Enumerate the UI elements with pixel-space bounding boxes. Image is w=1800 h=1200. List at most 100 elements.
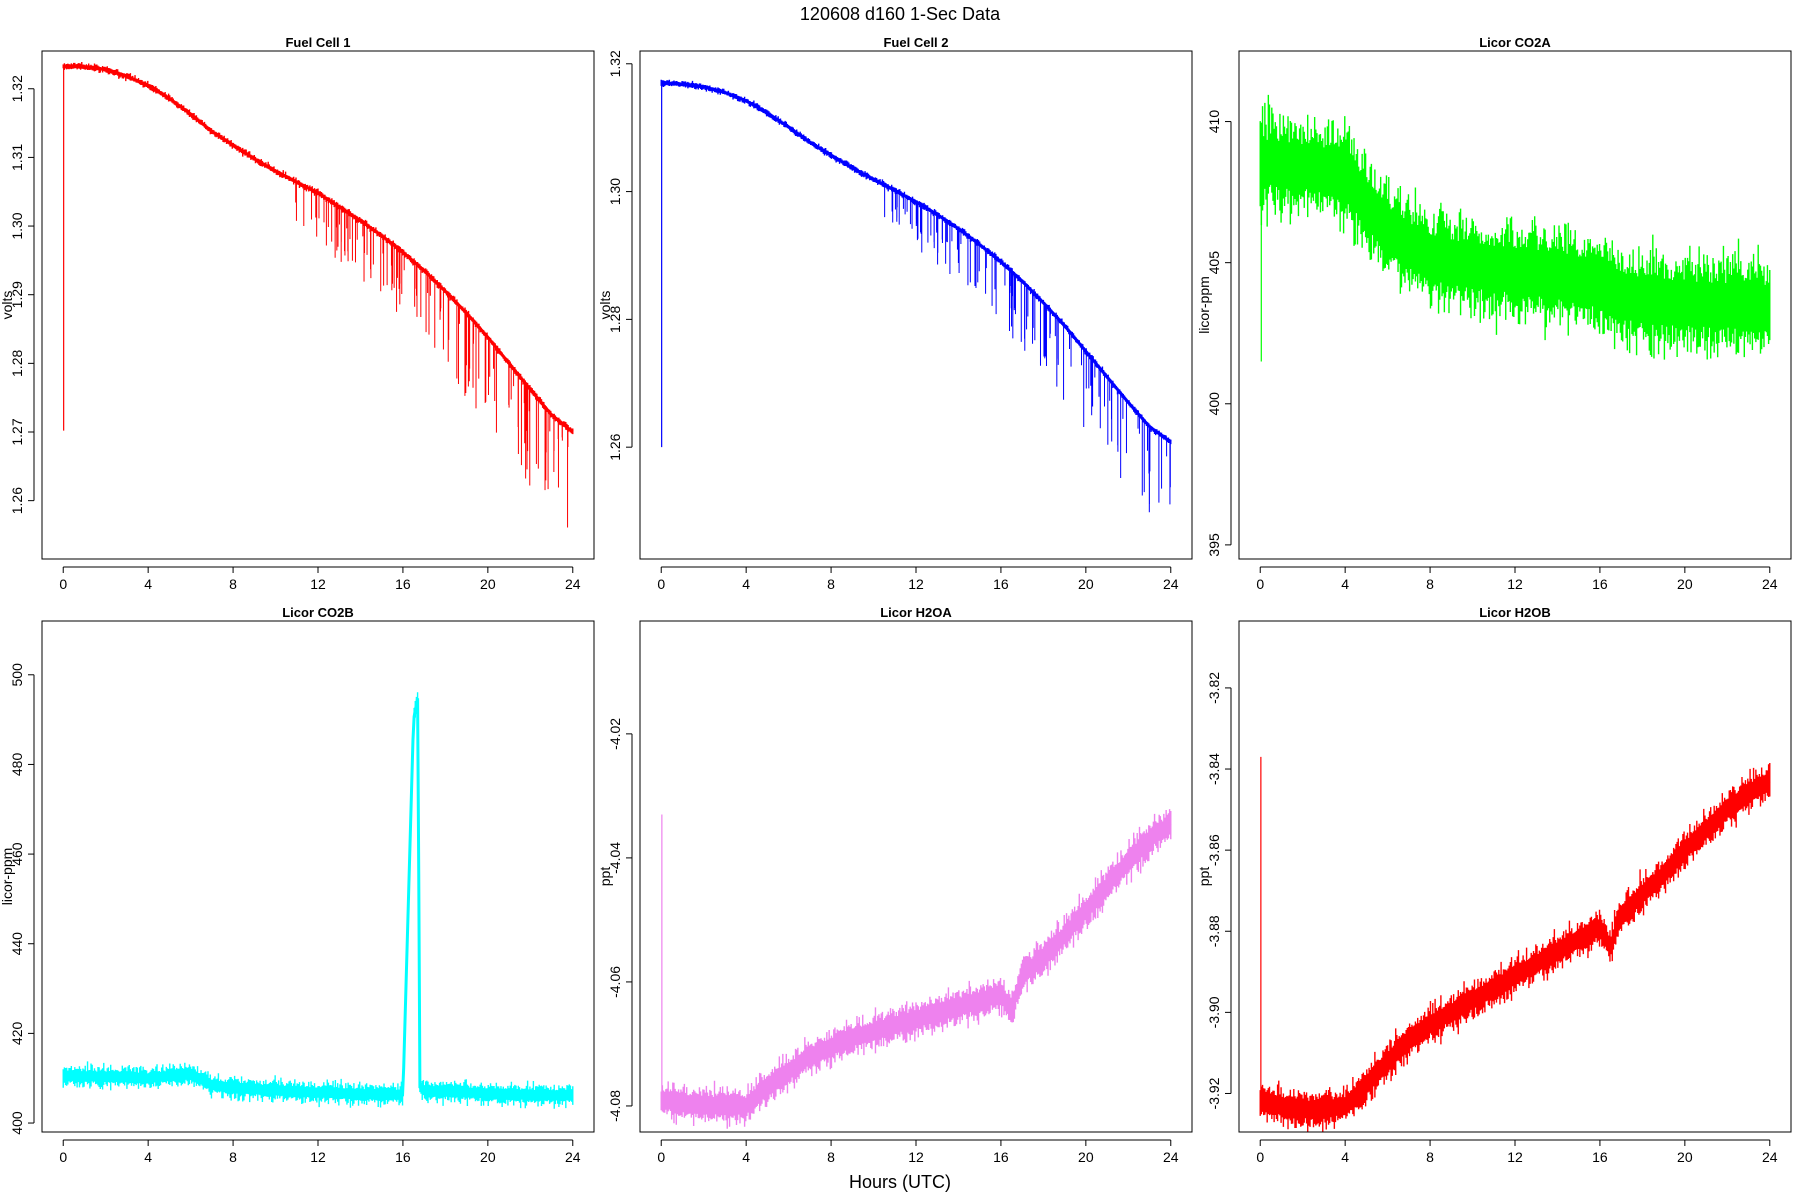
y-tick-label: -4.04 — [607, 842, 623, 874]
y-tick-label: -3.92 — [1206, 1077, 1222, 1109]
data-series-trend — [1259, 779, 1771, 1112]
y-tick-label: -4.02 — [607, 718, 623, 750]
data-series-group — [660, 809, 1172, 1129]
data-series-group — [660, 79, 1172, 513]
chart-panel: Licor CO2B 0 4 8 12 16 20 24 400 420 440 460 480 500 l… — [0, 605, 595, 1165]
y-tick-label: 400 — [1206, 392, 1222, 416]
x-tick-label: 8 — [1426, 1149, 1434, 1165]
y-tick-label: 1.28 — [9, 350, 25, 377]
y-tick-label: 1.30 — [9, 212, 25, 239]
y-tick-label: 405 — [1206, 251, 1222, 275]
x-tick-label: 12 — [908, 576, 924, 592]
x-tick-label: 12 — [310, 576, 326, 592]
x-tick-label: 0 — [657, 1149, 665, 1165]
x-tick-label: 0 — [1256, 1149, 1264, 1165]
data-series-trend — [1260, 159, 1770, 310]
x-tick-label: 16 — [395, 1149, 411, 1165]
y-tick-label: -3.82 — [1206, 672, 1222, 704]
data-series-line — [1259, 94, 1771, 360]
chart-panel: Licor CO2A 0 4 8 12 16 20 24 395 400 405 410 licor-p… — [1196, 35, 1792, 592]
x-tick-label: 8 — [827, 1149, 835, 1165]
plot-frame — [639, 50, 1193, 560]
x-tick-label: 16 — [993, 576, 1009, 592]
y-tick-label: 1.30 — [607, 178, 623, 205]
x-tick-label: 20 — [1078, 1149, 1094, 1165]
panel-title: Licor H2OA — [880, 605, 952, 620]
y-tick-label: 1.32 — [9, 75, 25, 102]
data-series-group — [1259, 756, 1771, 1132]
x-tick-label: 20 — [1677, 1149, 1693, 1165]
chart-panel: Licor H2OB 0 4 8 12 16 20 24 -3.92 -3.90 -3.88 -3.8… — [1196, 605, 1792, 1165]
y-tick-label: -3.84 — [1206, 753, 1222, 785]
x-tick-label: 24 — [1163, 576, 1179, 592]
x-tick-label: 0 — [657, 576, 665, 592]
y-axis-label: volts — [597, 291, 613, 320]
plot-frame — [1238, 620, 1792, 1133]
y-tick-label: -4.06 — [607, 966, 623, 998]
x-tick-label: 16 — [1592, 1149, 1608, 1165]
x-tick-label: 24 — [565, 1149, 581, 1165]
x-tick-label: 4 — [742, 1149, 750, 1165]
y-tick-label: -3.86 — [1206, 834, 1222, 866]
data-series-group — [62, 62, 574, 528]
x-tick-label: 0 — [59, 576, 67, 592]
y-axis-label: ppt — [597, 867, 613, 887]
data-spikes — [295, 181, 569, 528]
x-tick-label: 24 — [1762, 576, 1778, 592]
y-tick-label: 1.32 — [607, 50, 623, 77]
x-tick-label: 8 — [1426, 576, 1434, 592]
x-tick-label: 24 — [1762, 1149, 1778, 1165]
x-tick-label: 8 — [229, 576, 237, 592]
panel-title: Fuel Cell 1 — [285, 35, 350, 50]
y-tick-label: 1.27 — [9, 418, 25, 445]
x-tick-label: 0 — [59, 1149, 67, 1165]
data-series-trend — [63, 64, 574, 434]
x-tick-label: 24 — [565, 576, 581, 592]
panel-title: Licor CO2A — [1479, 35, 1551, 50]
plot-frame — [41, 50, 595, 560]
x-tick-label: 4 — [144, 1149, 152, 1165]
y-tick-label: 395 — [1206, 533, 1222, 557]
data-series-line — [62, 692, 574, 1109]
y-tick-label: 460 — [9, 842, 25, 866]
x-tick-label: 16 — [993, 1149, 1009, 1165]
x-tick-label: 12 — [1507, 1149, 1523, 1165]
x-tick-label: 4 — [1341, 1149, 1349, 1165]
data-series-line — [660, 79, 1172, 445]
x-tick-label: 8 — [827, 576, 835, 592]
y-axis-label: licor-ppm — [0, 848, 15, 906]
data-series-trend — [63, 697, 573, 1097]
y-tick-label: -3.88 — [1206, 915, 1222, 947]
x-tick-label: 20 — [1078, 576, 1094, 592]
chart-panels: Fuel Cell 1 0 4 8 12 16 20 24 1.26 1.27 1.28 1.29 1.… — [0, 35, 1792, 1165]
data-series-trend — [661, 822, 1172, 1108]
chart-panel: Fuel Cell 1 0 4 8 12 16 20 24 1.26 1.27 1.28 1.29 1.… — [0, 35, 595, 592]
x-tick-label: 20 — [480, 576, 496, 592]
plot-frame — [1238, 50, 1792, 560]
data-series-group — [62, 692, 574, 1109]
y-tick-label: 480 — [9, 753, 25, 777]
figure-title: 120608 d160 1-Sec Data — [800, 4, 1001, 24]
data-series-line — [660, 809, 1172, 1129]
y-tick-label: 1.28 — [607, 306, 623, 333]
x-tick-label: 16 — [1592, 576, 1608, 592]
y-tick-label: 410 — [1206, 110, 1222, 134]
plot-frame — [639, 620, 1193, 1133]
y-tick-label: 1.26 — [607, 433, 623, 460]
x-tick-label: 24 — [1163, 1149, 1179, 1165]
y-tick-label: -4.08 — [607, 1090, 623, 1122]
y-axis-label: ppt — [1196, 867, 1212, 887]
x-tick-label: 4 — [1341, 576, 1349, 592]
panel-title: Licor CO2B — [282, 605, 354, 620]
x-tick-label: 0 — [1256, 576, 1264, 592]
y-tick-label: 500 — [9, 663, 25, 687]
x-tick-label: 20 — [1677, 576, 1693, 592]
y-tick-label: 420 — [9, 1021, 25, 1045]
y-tick-label: -3.90 — [1206, 996, 1222, 1028]
y-tick-label: 1.26 — [9, 487, 25, 514]
chart-panel: Licor H2OA 0 4 8 12 16 20 24 -4.08 -4.06 -4.04 -4.0… — [597, 605, 1193, 1165]
y-tick-label: 440 — [9, 932, 25, 956]
plot-frame — [41, 620, 595, 1133]
data-series-line — [1259, 762, 1771, 1132]
